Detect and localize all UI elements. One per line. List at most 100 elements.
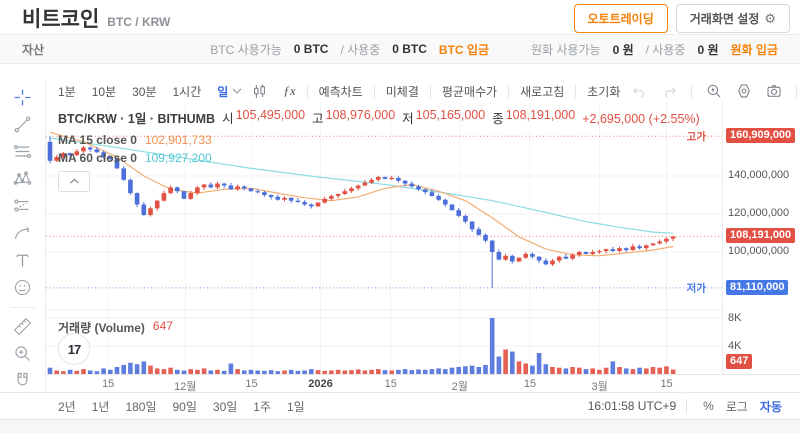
range-button-1주[interactable]: 1주 xyxy=(253,399,271,414)
ma15-legend: MA 15 close 0 102,901,733 xyxy=(58,133,212,147)
forecast-icon[interactable] xyxy=(11,195,35,217)
trend-line-icon[interactable] xyxy=(11,113,35,135)
interval-1시간[interactable]: 1시간 xyxy=(172,84,202,99)
footer-bar: 2년 1년 180일 90일 30일 1주 1일 16:01:58 UTC+9 % 로그 자… xyxy=(0,392,800,420)
asset-bar[interactable]: 자산 BTC 사용가능 0 BTC / 사용중 0 BTC BTC 입금 원화 … xyxy=(0,34,800,64)
high-value: 108,976,000 xyxy=(325,108,396,122)
crosshair-icon[interactable] xyxy=(11,86,35,108)
x-axis-label: 15 xyxy=(102,378,115,390)
axis-price-label: 100,000,000 xyxy=(728,245,790,257)
footer-right: 16:01:58 UTC+9 % 로그 자동 xyxy=(588,398,800,415)
volume-label: 거래량 (Volume) xyxy=(58,321,145,335)
interval-30분[interactable]: 30분 xyxy=(132,84,157,99)
screen-settings-button[interactable]: 거래화면 설정 ⚙ xyxy=(675,4,790,33)
btc-available-label: BTC 사용가능 xyxy=(210,42,282,57)
axis-price-label: 4K xyxy=(728,340,742,352)
zoom-in-icon[interactable] xyxy=(11,343,35,365)
toolbar-button-1[interactable]: 예측차트 xyxy=(318,84,363,99)
krw-available-value: 0 원 xyxy=(612,42,634,57)
interval-10분[interactable]: 10분 xyxy=(91,84,117,99)
axis-price-label: 120,000,000 xyxy=(728,207,790,219)
axis-price-label: 8K xyxy=(728,312,742,324)
toolbar-divider xyxy=(508,84,510,98)
range-button-90일[interactable]: 90일 xyxy=(172,399,197,414)
toolbar-button-4[interactable]: 새로고침 xyxy=(520,84,565,99)
price-axis[interactable]: 160,909,000 140,000,000 120,000,000 108,191… xyxy=(722,102,800,374)
change-value: +2,695,000 (+2.55%) xyxy=(582,112,700,126)
toolbar-button-5[interactable]: 초기화 xyxy=(587,84,621,99)
candles xyxy=(47,136,676,288)
asset-label: 자산 xyxy=(22,42,45,57)
ma15-name: MA 15 close 0 xyxy=(58,133,137,147)
x-axis-label: 2026 xyxy=(308,378,333,390)
interval-dropdown-chevron[interactable] xyxy=(232,88,242,94)
ma60-legend: MA 60 close 0 109,927,200 xyxy=(58,151,212,165)
range-button-30일[interactable]: 30일 xyxy=(212,399,238,414)
autotrading-button[interactable]: 오토트레이딩 xyxy=(573,4,668,33)
reference-lines xyxy=(46,135,722,289)
alert-search-icon[interactable] xyxy=(703,81,725,101)
axis-price-label: 140,000,000 xyxy=(728,169,790,181)
open-label: 시 xyxy=(222,112,234,126)
volume-bars xyxy=(47,318,676,374)
bottom-strip xyxy=(0,420,800,433)
text-icon[interactable] xyxy=(11,249,35,271)
fib-lines-icon[interactable] xyxy=(11,140,35,162)
range-buttons: 2년 1년 180일 90일 30일 1주 1일 xyxy=(0,398,311,415)
indicators-fx-button[interactable]: ƒx xyxy=(283,83,296,98)
camera-icon[interactable] xyxy=(763,81,785,101)
svg-text:고가: 고가 xyxy=(687,130,707,143)
x-axis-label: 15 xyxy=(523,378,537,390)
undo-icon[interactable] xyxy=(628,81,650,101)
redo-icon[interactable] xyxy=(658,81,680,101)
chart-toolbar: 1분 10분 30분 1시간 일 ƒx 예측차트 미체결 평균매수가 새로고침 초기화 xyxy=(46,80,800,102)
chart-symbol-line: BTC/KRW · 1일 · BITHUMB xyxy=(58,112,216,126)
ruler-icon[interactable] xyxy=(11,315,35,337)
range-button-2년[interactable]: 2년 xyxy=(58,399,76,414)
log-scale-button[interactable]: 로그 xyxy=(725,399,748,414)
ohlc-info-row: BTC/KRW · 1일 · BITHUMB 시 105,495,000 고 108… xyxy=(58,108,700,127)
btc-inuse-label: / 사용중 xyxy=(340,42,381,57)
header-buttons: 오토트레이딩 거래화면 설정 ⚙ xyxy=(573,4,790,33)
xabcd-pattern-icon[interactable] xyxy=(11,168,35,190)
range-button-1일[interactable]: 1일 xyxy=(287,399,305,414)
krw-deposit-link[interactable]: 원화 입금 xyxy=(730,42,779,57)
symbol-header: 비트코인 BTC / KRW xyxy=(22,3,170,33)
interval-selector: 1분 10분 30분 1시간 일 xyxy=(50,83,236,100)
toolbar-divider xyxy=(306,84,308,98)
btc-deposit-link[interactable]: BTC 입금 xyxy=(438,42,489,57)
low-label: 저 xyxy=(402,112,414,126)
magnet-icon[interactable] xyxy=(11,370,35,392)
interval-1분[interactable]: 1분 xyxy=(58,84,76,99)
chart-gridlines xyxy=(46,102,722,374)
auto-scale-button[interactable]: 자동 xyxy=(759,399,782,414)
pair-label: BTC / KRW xyxy=(107,15,171,29)
krw-inuse-value: 0 원 xyxy=(697,42,719,57)
low-value: 105,165,000 xyxy=(415,108,486,122)
range-button-1년[interactable]: 1년 xyxy=(91,399,110,414)
toolbar-button-2[interactable]: 미체결 xyxy=(385,84,419,99)
time-axis[interactable]: 15 12월 15 2026 15 2월 15 3월 15 xyxy=(46,374,800,393)
chart-area[interactable]: 고가 저가 BTC/KRW · 1일 · BITHUMB 시 105,495,000… xyxy=(46,102,722,374)
volume-value: 647 xyxy=(152,319,173,333)
settings-hexagon-icon[interactable] xyxy=(733,81,755,101)
moving-averages xyxy=(49,131,674,257)
legend-collapse-button[interactable] xyxy=(58,171,90,192)
range-button-180일[interactable]: 180일 xyxy=(125,399,157,414)
axis-price-badge: 647 xyxy=(726,354,753,369)
emoji-icon[interactable] xyxy=(11,276,35,298)
btc-available-value: 0 BTC xyxy=(293,42,329,56)
interval-일[interactable]: 일 xyxy=(217,84,229,99)
btc-inuse-value: 0 BTC xyxy=(392,42,427,56)
axis-price-badge: 108,191,000 xyxy=(726,228,796,243)
brush-icon[interactable] xyxy=(11,222,35,244)
toolbar-button-3[interactable]: 평균매수가 xyxy=(441,84,498,99)
tradingview-logo[interactable]: 17 xyxy=(58,333,90,365)
candle-style-icon[interactable] xyxy=(250,81,269,101)
percent-scale-button[interactable]: % xyxy=(703,399,714,413)
asset-values: BTC 사용가능 0 BTC / 사용중 0 BTC BTC 입금 원화 사용가… xyxy=(210,41,778,58)
close-label: 종 xyxy=(492,112,504,126)
header: 비트코인 BTC / KRW 오토트레이딩 거래화면 설정 ⚙ xyxy=(0,0,800,34)
